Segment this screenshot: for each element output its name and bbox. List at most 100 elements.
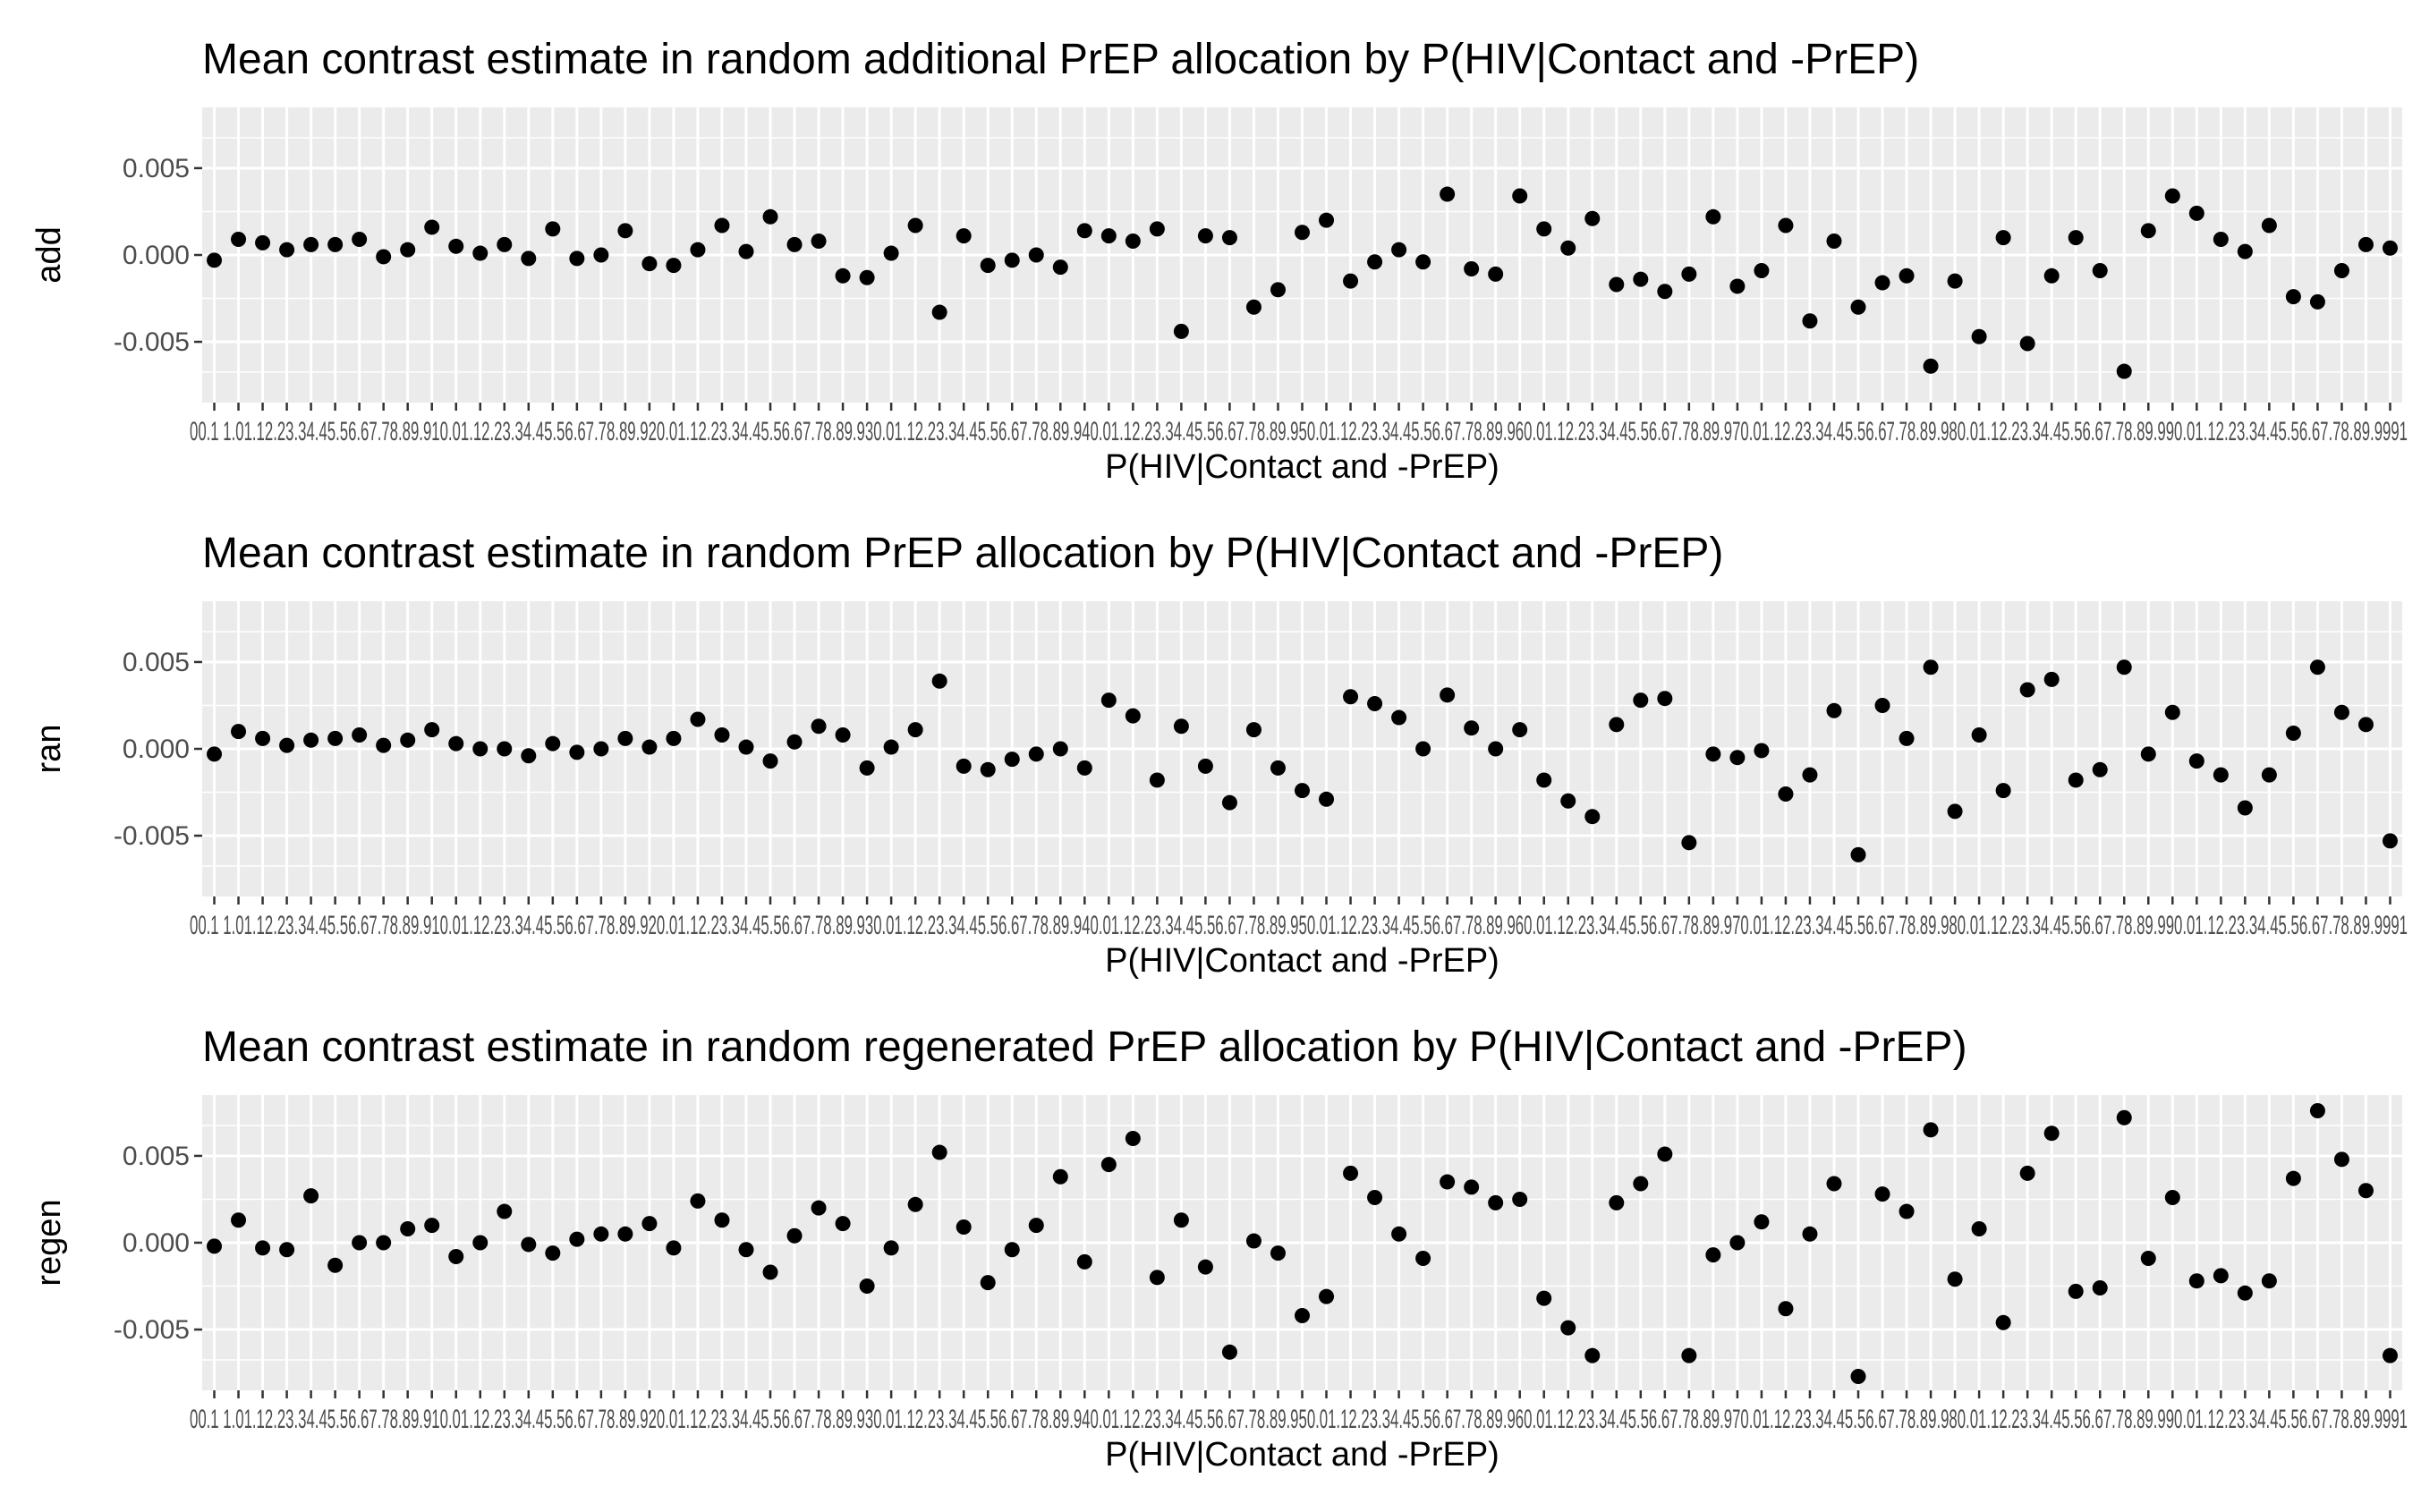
ran-data-point <box>2382 833 2398 849</box>
add-data-point <box>303 236 319 252</box>
add-data-point <box>207 252 223 268</box>
add-data-point <box>1681 266 1697 282</box>
ran-data-point <box>1778 786 1794 802</box>
regen-data-point <box>1778 1301 1794 1317</box>
regen-data-point <box>2116 1109 2132 1126</box>
ran-data-point <box>1705 746 1721 762</box>
regen-data-point <box>2068 1283 2084 1299</box>
regen-data-point <box>1584 1347 1601 1363</box>
regen-data-point <box>1245 1233 1261 1249</box>
add-data-point <box>279 242 295 258</box>
ran-data-point <box>424 722 440 738</box>
add-data-point <box>1076 223 1092 239</box>
regen-data-point <box>2188 1273 2204 1289</box>
regen-panel-y-tick-label: -0.005 <box>114 1315 190 1345</box>
regen-data-point <box>2019 1165 2035 1181</box>
regen-data-point <box>1512 1191 1528 1207</box>
ran-data-point <box>1464 720 1480 736</box>
regen-data-point <box>1899 1203 1915 1219</box>
add-data-point <box>1899 268 1915 284</box>
regen-data-point <box>1052 1168 1068 1185</box>
regen-data-point <box>2333 1151 2349 1168</box>
ran-data-point <box>1197 758 1213 774</box>
add-data-point <box>1028 247 1044 263</box>
ran-panel-y-tick-label: 0.005 <box>123 648 190 677</box>
regen-data-point <box>1125 1131 1141 1147</box>
ran-data-point <box>1221 794 1237 811</box>
ran-data-point <box>714 726 730 743</box>
regen-data-point <box>2043 1126 2060 1142</box>
regen-data-point <box>327 1257 344 1273</box>
add-data-point <box>1173 323 1189 339</box>
regen-data-point <box>2382 1347 2398 1363</box>
add-data-point <box>641 256 658 272</box>
regen-data-point <box>448 1249 464 1265</box>
add-data-point <box>835 268 851 284</box>
regen-data-point <box>255 1240 271 1256</box>
regen-data-point <box>2309 1102 2325 1118</box>
regen-data-point <box>835 1216 851 1232</box>
ran-data-point <box>593 741 609 757</box>
ran-data-point <box>1657 691 1673 707</box>
add-data-point <box>2068 230 2084 246</box>
add-data-point <box>1536 221 1552 237</box>
ran-data-point <box>1125 708 1141 724</box>
add-data-point <box>2357 236 2374 252</box>
ran-data-point <box>980 761 996 777</box>
add-data-point <box>545 221 561 237</box>
ran-data-point <box>762 753 778 769</box>
add-data-point <box>1826 233 1842 249</box>
ran-data-point <box>352 726 368 743</box>
add-panel-x-tick-labels: 00.1 1.01.12.23.34.45.56.67.78.89.910.01… <box>190 417 2408 446</box>
ran-data-point <box>327 730 344 746</box>
regen-data-point <box>472 1235 488 1251</box>
regen-data-point <box>303 1188 319 1204</box>
regen-data-point <box>1221 1344 1237 1360</box>
regen-data-point <box>2285 1170 2301 1186</box>
ran-data-point <box>231 724 247 740</box>
ran-data-point <box>448 735 464 752</box>
ran-data-point <box>1826 702 1842 718</box>
regen-data-point <box>811 1200 827 1216</box>
ran-data-point <box>1971 726 1987 743</box>
regen-data-point <box>1367 1190 1383 1206</box>
ran-data-point <box>2092 761 2108 777</box>
regen-data-point <box>1754 1214 1770 1230</box>
add-panel-y-tick-label: 0.000 <box>123 241 190 270</box>
regen-data-point <box>2261 1273 2277 1289</box>
add-data-point <box>714 217 730 234</box>
add-data-point <box>376 249 392 265</box>
add-data-point <box>811 233 827 249</box>
add-data-point <box>1100 228 1117 244</box>
regen-data-point <box>1076 1253 1092 1270</box>
ran-data-point <box>2068 772 2084 788</box>
add-data-point <box>1197 228 1213 244</box>
add-data-point <box>231 232 247 248</box>
regen-panel-y-tick-label: 0.000 <box>123 1228 190 1258</box>
regen-data-point <box>2140 1250 2156 1266</box>
regen-data-point <box>1657 1146 1673 1162</box>
add-data-point <box>1633 271 1649 287</box>
ran-data-point <box>1076 760 1092 776</box>
regen-data-point <box>1319 1288 1335 1304</box>
ran-data-point <box>835 726 851 743</box>
regen-data-point <box>1995 1314 2011 1330</box>
ran-data-point <box>1173 718 1189 735</box>
add-data-point <box>1149 221 1165 237</box>
regen-data-point <box>231 1212 247 1228</box>
regen-data-point <box>786 1227 803 1244</box>
ran-data-point <box>1512 722 1528 738</box>
add-data-point <box>2164 188 2180 204</box>
add-data-point <box>1319 212 1335 228</box>
ran-data-point <box>786 734 803 750</box>
regen-data-point <box>956 1219 972 1236</box>
ran-data-point <box>738 739 754 755</box>
regen-data-point <box>545 1245 561 1261</box>
regen-data-point <box>1609 1194 1625 1210</box>
add-data-point <box>1464 261 1480 277</box>
add-data-point <box>2309 293 2325 310</box>
ran-data-point <box>1004 752 1020 768</box>
regen-data-point <box>907 1196 923 1212</box>
ran-data-point <box>811 718 827 735</box>
regen-data-point <box>1440 1174 1456 1190</box>
